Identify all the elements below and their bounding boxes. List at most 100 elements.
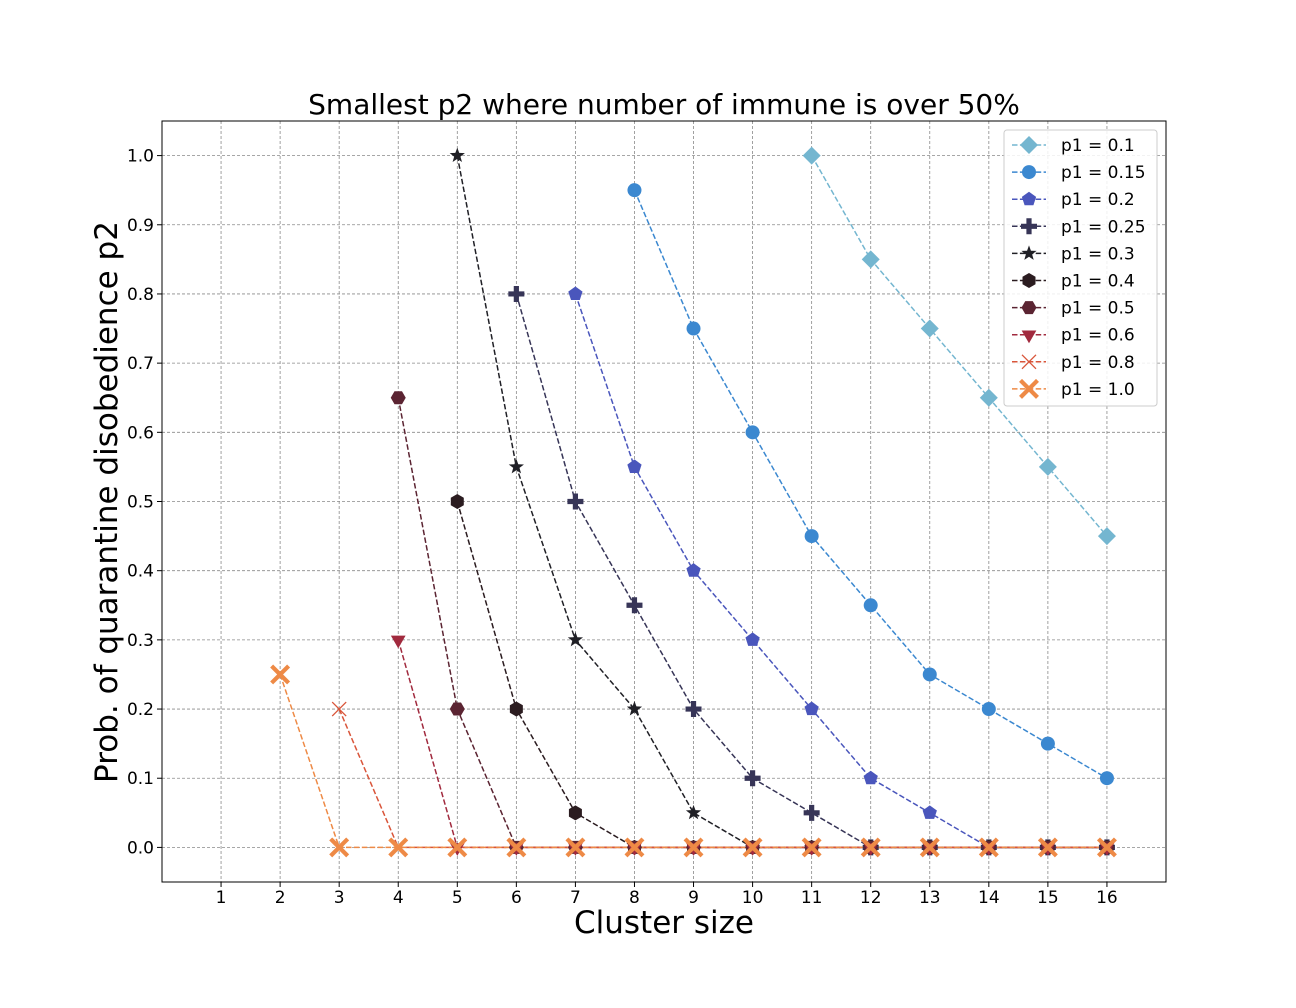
series-markers: [270, 146, 1117, 858]
data-point-s7-0: [390, 635, 406, 649]
y-tick-label: 0.7: [127, 354, 154, 374]
legend-marker-6: [1021, 301, 1037, 315]
data-point-s4-4: [685, 804, 702, 820]
x-tick-label: 7: [570, 888, 581, 908]
y-axis: 0.0 0.1 0.2 0.3 0.4 0.5 0.6 0.7 0.8 0.9 1.0: [127, 147, 162, 858]
x-tick-label: 6: [511, 888, 522, 908]
y-tick-label: 1.0: [127, 147, 154, 167]
x-tick-label: 5: [452, 888, 463, 908]
data-point-s8-0: [331, 701, 347, 717]
legend-marker-7: [1021, 330, 1037, 344]
x-tick-label: 8: [629, 888, 640, 908]
legend-box: [1003, 129, 1158, 407]
data-point-s9-0: [270, 664, 291, 685]
data-point-s9-4: [506, 837, 527, 858]
data-point-s1-7: [1040, 736, 1055, 751]
data-point-s4-2: [567, 631, 584, 647]
legend-marker-9: [1019, 378, 1039, 399]
legend: p1 = 0.1 p1 = 0.15 p1 = 0.2 p1 = 0.25 p1 = 0…: [1003, 129, 1158, 407]
data-point-s1-3: [804, 529, 819, 544]
data-point-s9-14: [1096, 837, 1117, 858]
data-point-s0-4: [1038, 457, 1057, 476]
data-point-s0-3: [979, 388, 998, 407]
legend-label-7: p1 = 0.6: [1061, 326, 1135, 346]
y-tick-label: 0.1: [127, 769, 154, 789]
data-point-s9-12: [978, 837, 999, 858]
x-axis: 1 2 3 4 5 6 7 8 9 10 11 12 13 14 15 16: [216, 882, 1118, 908]
data-point-s0-1: [861, 250, 880, 269]
x-tick-label: 2: [275, 888, 286, 908]
data-point-s1-6: [981, 702, 996, 717]
x-tick-label: 11: [801, 888, 823, 908]
x-axis-label: Cluster size: [574, 905, 754, 941]
data-point-s2-2: [686, 563, 701, 577]
data-point-s0-2: [920, 319, 939, 338]
chart-title: Smallest p2 where number of immune is ov…: [308, 88, 1020, 121]
data-point-s3-5: [803, 804, 820, 821]
series-line-2: [574, 293, 1107, 849]
x-tick-label: 13: [919, 888, 941, 908]
data-point-s1-2: [745, 425, 760, 440]
legend-label-4: p1 = 0.3: [1061, 244, 1135, 264]
y-tick-label: 0.4: [127, 562, 154, 582]
legend-marker-1: [1022, 165, 1036, 180]
y-tick-label: 0.9: [127, 216, 154, 236]
data-point-s6-1: [449, 702, 465, 716]
data-point-s9-3: [447, 837, 468, 858]
data-point-s6-0: [390, 391, 406, 405]
data-point-s5-1: [509, 701, 523, 717]
data-point-s9-7: [683, 837, 704, 858]
legend-label-1: p1 = 0.15: [1061, 163, 1146, 183]
data-point-s1-4: [863, 598, 878, 613]
legend-label-6: p1 = 0.5: [1061, 299, 1135, 319]
series-line-1: [633, 189, 1108, 779]
legend-label-5: p1 = 0.4: [1061, 272, 1135, 292]
data-point-s3-3: [685, 701, 702, 718]
data-point-s9-1: [329, 837, 350, 858]
x-tick-label: 12: [860, 888, 882, 908]
data-point-s1-0: [627, 183, 642, 198]
data-point-s3-4: [744, 770, 761, 787]
data-point-s5-0: [450, 494, 464, 509]
x-tick-label: 15: [1037, 888, 1059, 908]
data-point-s2-6: [922, 805, 937, 819]
data-point-s9-6: [624, 837, 645, 858]
x-tick-label: 10: [742, 888, 764, 908]
y-tick-label: 0.5: [127, 493, 154, 513]
legend-label-9: p1 = 1.0: [1061, 380, 1135, 400]
legend-marker-0: [1020, 136, 1038, 154]
legend-marker-3: [1021, 218, 1037, 235]
data-point-s2-0: [568, 286, 583, 301]
data-point-s4-0: [449, 147, 465, 163]
data-point-s9-2: [388, 837, 409, 858]
data-point-s3-1: [567, 493, 584, 510]
legend-label-2: p1 = 0.2: [1061, 190, 1135, 210]
data-point-s2-3: [745, 632, 760, 646]
data-point-s2-5: [863, 770, 878, 785]
legend-marker-5: [1022, 273, 1036, 288]
data-point-s1-1: [686, 321, 701, 336]
data-point-s0-0: [802, 146, 821, 165]
series-line-9: [279, 674, 1107, 849]
legend-label-8: p1 = 0.8: [1061, 353, 1135, 373]
x-tick-label: 1: [216, 888, 227, 908]
legend-label-0: p1 = 0.1: [1061, 136, 1135, 156]
x-tick-label: 4: [393, 888, 404, 908]
data-point-s4-3: [626, 701, 643, 716]
data-point-s9-5: [565, 837, 586, 858]
y-axis-label: Prob. of quarantine disobedience p2: [89, 221, 125, 783]
data-point-s2-1: [627, 459, 642, 473]
legend-marker-8: [1021, 354, 1037, 370]
series-line-3: [515, 293, 1107, 849]
legend-marker-4: [1021, 245, 1037, 260]
data-point-s9-9: [801, 837, 822, 858]
y-tick-label: 0.3: [127, 631, 154, 651]
data-point-s9-10: [860, 837, 881, 858]
data-point-s4-1: [508, 458, 524, 474]
series-line-0: [810, 155, 1108, 537]
x-tick-label: 16: [1096, 888, 1118, 908]
data-point-s1-8: [1099, 771, 1114, 786]
y-tick-label: 0.0: [127, 838, 154, 858]
y-tick-label: 0.8: [127, 285, 154, 305]
